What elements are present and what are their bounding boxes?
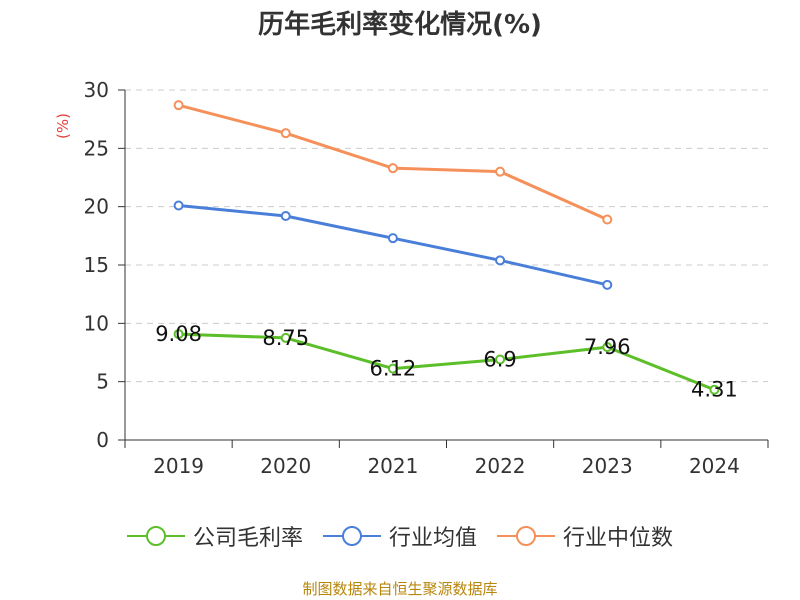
x-tick-label: 2019: [153, 454, 204, 478]
data-point-median: [173, 100, 184, 111]
legend-label-median: 行业中位数: [563, 526, 674, 551]
data-point-avg: [602, 279, 613, 290]
data-point-median: [602, 214, 613, 225]
data-point-company: [602, 342, 613, 353]
data-point-company: [387, 363, 398, 374]
data-point-median: [387, 163, 398, 174]
y-tick-label: 30: [84, 78, 109, 102]
data-label-company: 9.08: [155, 322, 202, 346]
data-label-company: 6.12: [370, 357, 417, 381]
data-point-company: [709, 384, 720, 395]
data-label-company: 8.75: [262, 326, 309, 350]
x-tick-label: 2022: [475, 454, 526, 478]
y-tick-label: 0: [96, 428, 109, 452]
data-point-avg: [495, 255, 506, 266]
series-line-company: [178, 332, 715, 392]
data-point-company: [495, 354, 506, 365]
legend-swatch-median: [497, 526, 555, 546]
legend-label-company: 公司毛利率: [192, 526, 303, 551]
data-label-company: 7.96: [584, 335, 631, 359]
y-axis-label: (%): [54, 113, 72, 139]
y-tick-label: 25: [84, 136, 109, 160]
x-tick-label: 2023: [582, 454, 633, 478]
y-tick-label: 5: [96, 370, 109, 394]
data-point-avg: [387, 233, 398, 244]
data-label-company: 6.9: [483, 348, 516, 372]
x-tick-label: 2020: [260, 454, 311, 478]
x-tick-label: 2024: [689, 454, 740, 478]
legend-item-avg[interactable]: 行业均值: [322, 520, 477, 552]
series-line-avg: [178, 204, 608, 287]
x-tick-label: 2021: [367, 454, 418, 478]
legend-item-company[interactable]: 公司毛利率: [126, 520, 303, 552]
y-tick-label: 10: [84, 311, 109, 335]
legend-label-avg: 行业均值: [388, 526, 477, 551]
data-point-median: [495, 166, 506, 177]
source-note: 制图数据来自恒生聚源数据库: [302, 580, 498, 598]
y-tick-label: 15: [84, 253, 109, 277]
data-point-avg: [173, 200, 184, 211]
legend-item-median[interactable]: 行业中位数: [497, 520, 673, 552]
chart-title: 历年毛利率变化情况(%): [258, 10, 542, 40]
legend-swatch-company: [126, 526, 185, 546]
legend: 公司毛利率 行业均值 行业中位数: [0, 520, 800, 552]
series-line-median: [178, 103, 608, 221]
data-point-company: [173, 329, 184, 340]
data-point-avg: [280, 211, 291, 221]
line-chart: 0 5 10 15 20 25 30 (%) 2019 2020 2021 2022 2023 2024 9…: [54, 78, 769, 478]
legend-swatch-avg: [322, 526, 381, 546]
data-label-company: 4.31: [691, 378, 738, 402]
data-point-company: [280, 332, 291, 343]
data-point-median: [280, 128, 291, 139]
y-tick-label: 20: [84, 195, 109, 219]
